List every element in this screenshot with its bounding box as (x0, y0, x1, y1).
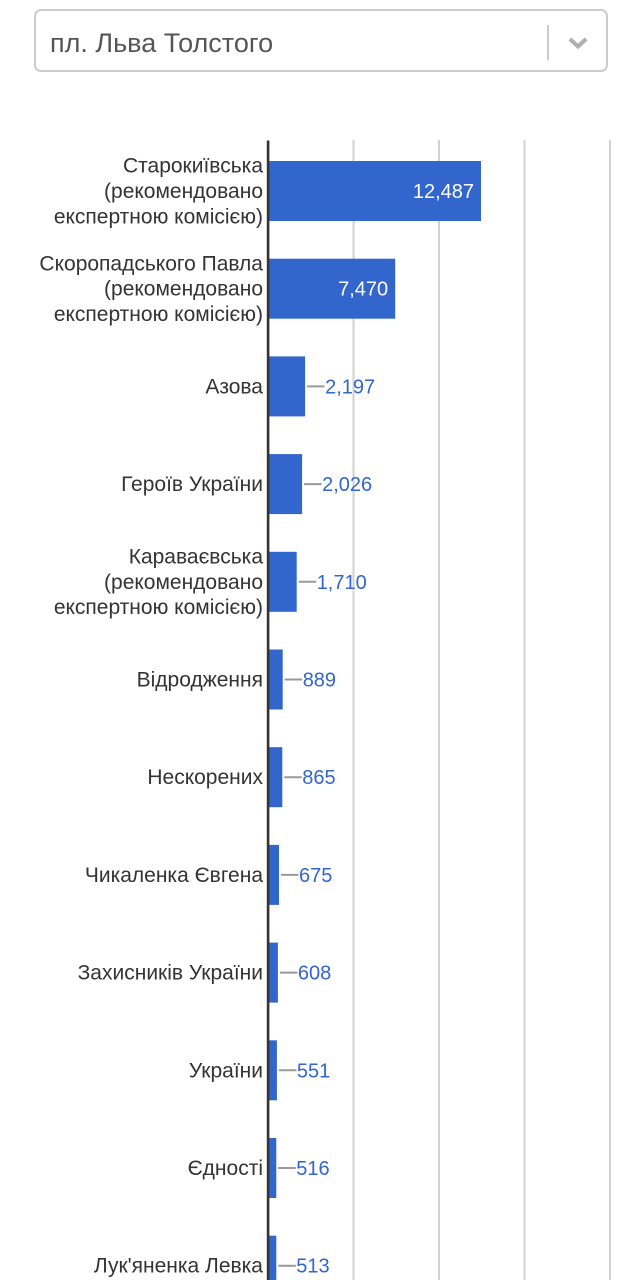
svg-text:7,470: 7,470 (338, 279, 388, 301)
svg-text:Караваєвська: Караваєвська (129, 546, 264, 569)
svg-text:експертною комісією): експертною комісією) (54, 596, 263, 619)
svg-text:513: 513 (296, 1256, 329, 1278)
svg-text:Захисників України: Захисників України (78, 962, 263, 985)
svg-text:(рекомендовано: (рекомендовано (104, 180, 263, 203)
svg-text:675: 675 (299, 865, 332, 887)
svg-text:608: 608 (298, 963, 331, 985)
svg-text:Героїв України: Героїв України (121, 473, 263, 496)
svg-text:експертною комісією): експертною комісією) (54, 303, 263, 326)
svg-text:(рекомендовано: (рекомендовано (104, 571, 263, 594)
svg-text:Лук'яненка Левка: Лук'яненка Левка (94, 1255, 263, 1278)
svg-text:1,710: 1,710 (317, 572, 367, 594)
svg-text:Чикаленка Євгена: Чикаленка Євгена (85, 864, 263, 887)
svg-text:Відродження: Відродження (137, 669, 263, 692)
svg-text:Азова: Азова (205, 375, 263, 398)
svg-text:516: 516 (296, 1158, 329, 1180)
svg-text:Нескорених: Нескорених (147, 766, 263, 789)
svg-text:(рекомендовано: (рекомендовано (104, 278, 263, 301)
svg-text:2,026: 2,026 (322, 474, 372, 496)
svg-text:865: 865 (302, 767, 335, 789)
svg-text:889: 889 (303, 670, 336, 692)
svg-text:Скоропадського Павла: Скоропадського Павла (39, 252, 263, 275)
svg-text:експертною комісією): експертною комісією) (54, 205, 263, 228)
svg-text:2,197: 2,197 (325, 376, 375, 398)
svg-text:12,487: 12,487 (413, 181, 474, 203)
svg-text:551: 551 (297, 1060, 330, 1082)
svg-text:Єдності: Єдності (188, 1157, 263, 1180)
svg-text:Старокиївська: Старокиївська (123, 155, 263, 178)
svg-text:України: України (189, 1059, 263, 1082)
